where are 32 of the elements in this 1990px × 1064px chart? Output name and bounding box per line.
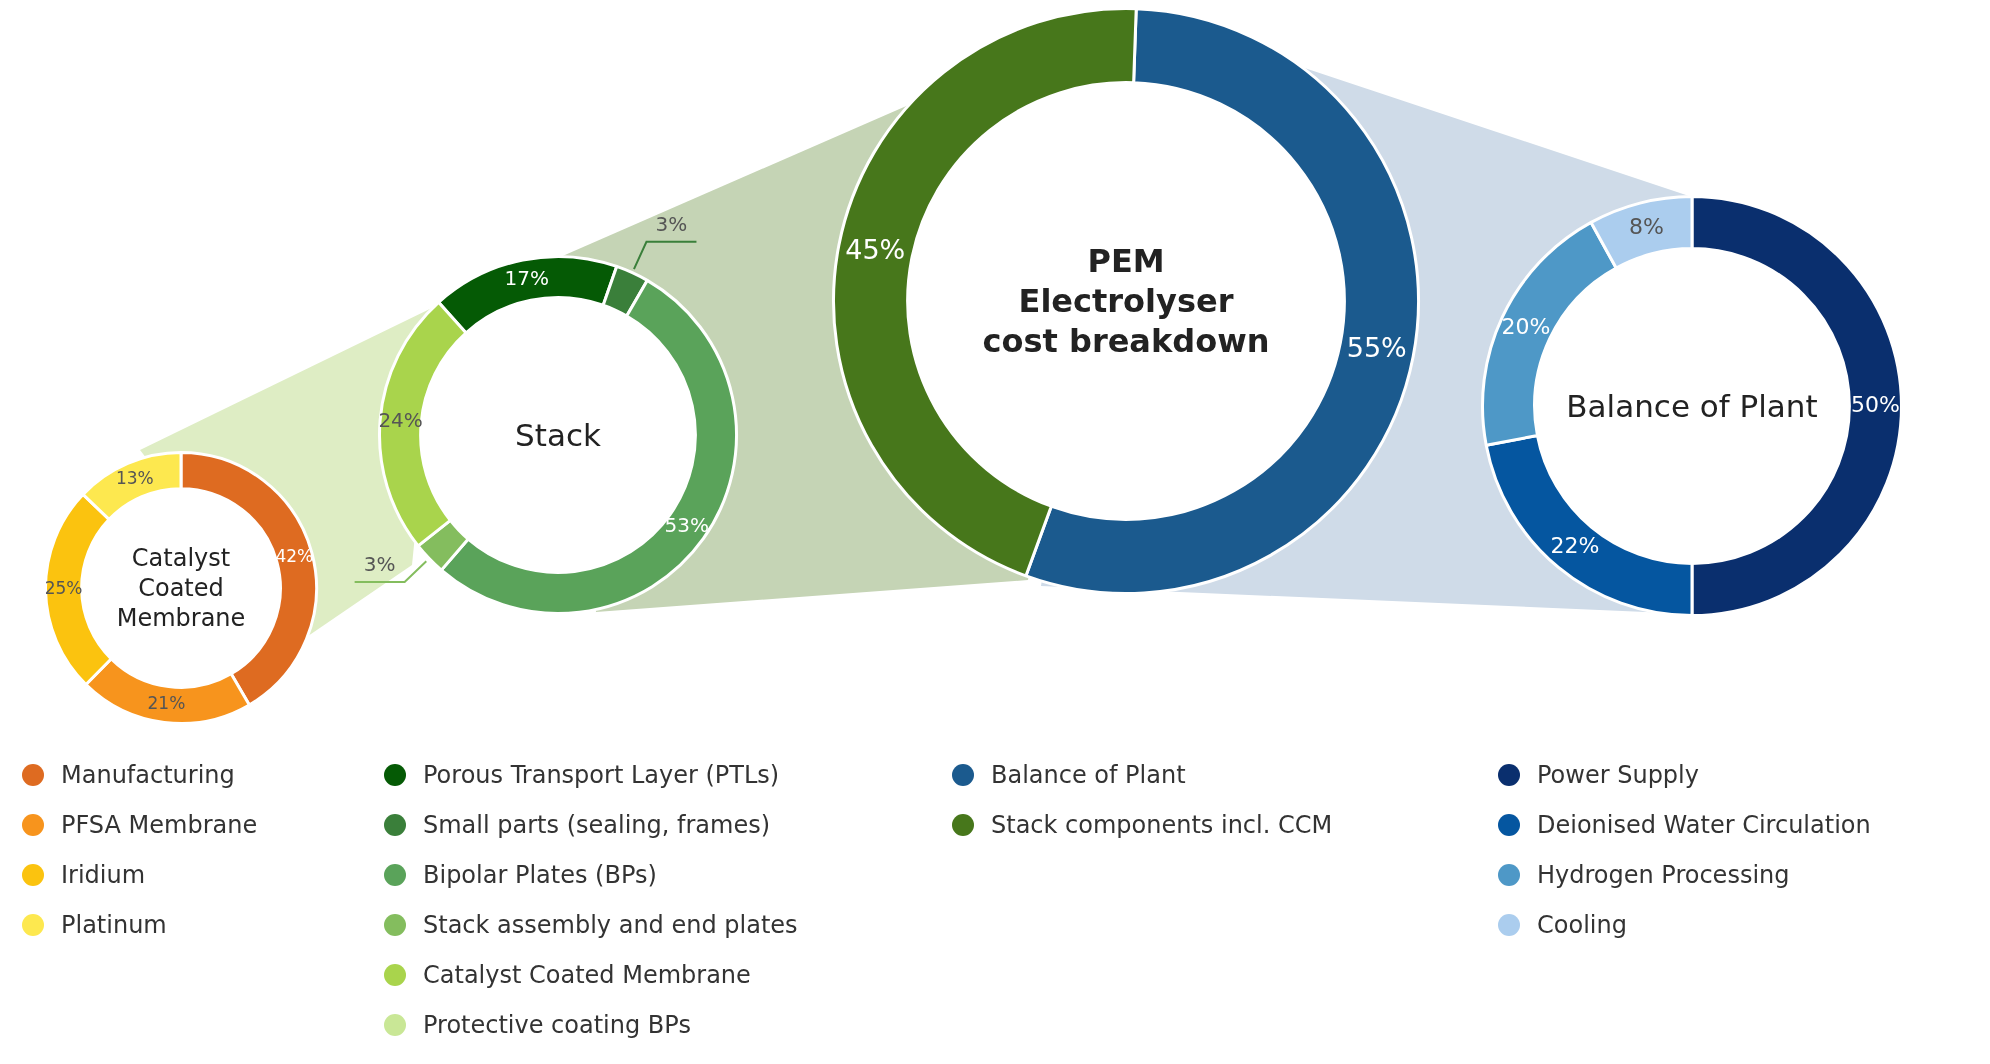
legend-label: Balance of Plant bbox=[991, 761, 1186, 789]
legend-label: Manufacturing bbox=[61, 761, 235, 789]
data-label: 53% bbox=[664, 512, 709, 537]
text: PEM Electrolyser cost breakdown bbox=[981, 241, 1271, 362]
legend-label: Catalyst Coated Membrane bbox=[423, 961, 751, 989]
text: Stack bbox=[515, 416, 601, 453]
data-label: 3% bbox=[363, 552, 396, 577]
data-label: 21% bbox=[147, 692, 186, 713]
legend-label: Stack assembly and end plates bbox=[423, 911, 798, 939]
legend-label: Protective coating BPs bbox=[423, 1011, 691, 1039]
legend-label: Stack components incl. CCM bbox=[991, 811, 1333, 839]
legend-label: Iridium bbox=[61, 861, 146, 889]
legend-label: Small parts (sealing, frames) bbox=[423, 811, 771, 839]
data-label: 45% bbox=[845, 234, 906, 266]
legend-label: Power Supply bbox=[1537, 761, 1699, 789]
legend-label: Hydrogen Processing bbox=[1537, 861, 1790, 889]
legend-label: Bipolar Plates (BPs) bbox=[423, 861, 657, 889]
data-label: 3% bbox=[655, 211, 688, 236]
data-label: 22% bbox=[1550, 533, 1600, 559]
data-label: 50% bbox=[1850, 391, 1900, 417]
text: Catalyst Coated Membrane bbox=[115, 543, 247, 634]
legend-label: PFSA Membrane bbox=[61, 811, 258, 839]
legend-label: Deionised Water Circulation bbox=[1537, 811, 1871, 839]
data-label: 55% bbox=[1346, 331, 1407, 363]
legend-label: Porous Transport Layer (PTLs) bbox=[423, 761, 780, 789]
legend-label: Cooling bbox=[1537, 911, 1627, 939]
data-label: 8% bbox=[1628, 214, 1664, 240]
data-label: 20% bbox=[1501, 313, 1551, 339]
data-label: 17% bbox=[504, 266, 550, 291]
data-label: 13% bbox=[115, 468, 154, 489]
text: Balance of Plant bbox=[1566, 387, 1818, 424]
legend-label: Platinum bbox=[61, 911, 167, 939]
